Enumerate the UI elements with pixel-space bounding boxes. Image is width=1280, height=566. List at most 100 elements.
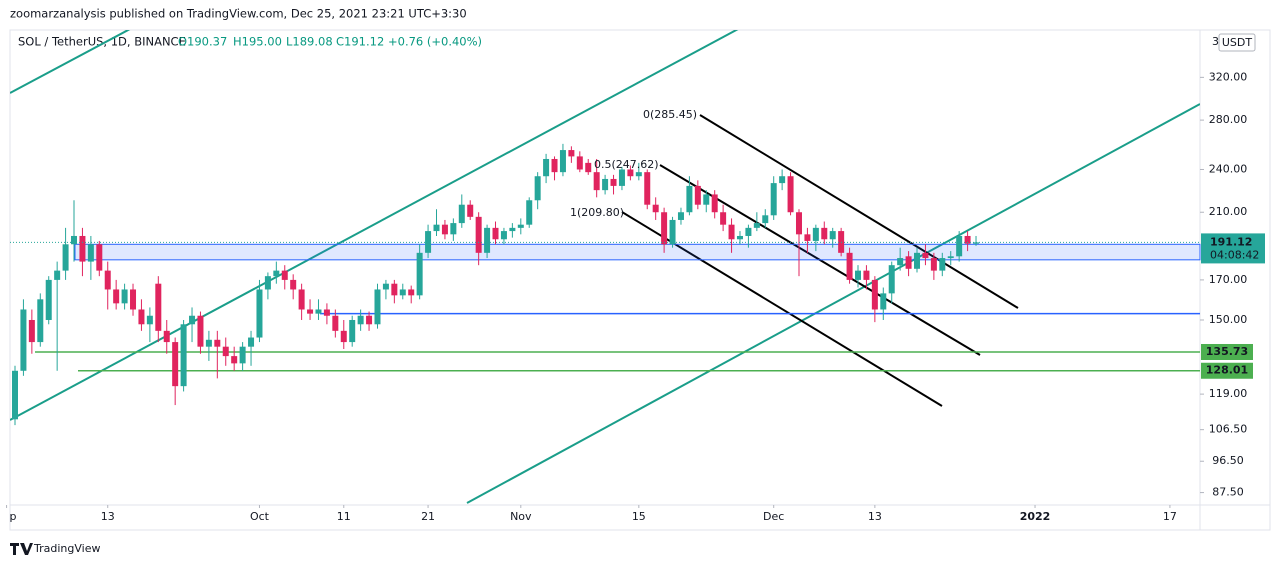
trend-line (466, 103, 1200, 504)
candle-body (239, 346, 246, 364)
last-price-label: 191.12 (1210, 235, 1252, 248)
y-tick-label: 150.00 (1209, 313, 1248, 326)
candle-body (568, 150, 575, 157)
candle-body (340, 330, 347, 343)
y-tick-label: 119.00 (1209, 387, 1248, 400)
candle-body (888, 265, 895, 294)
fib-line (699, 114, 1019, 309)
x-tick-label: 13 (101, 510, 115, 523)
trend-line (10, 30, 739, 421)
x-tick-label: 15 (632, 510, 646, 523)
candle-body (905, 256, 912, 269)
candle-body (897, 258, 904, 266)
drawings (10, 30, 1200, 504)
candle-body (779, 176, 786, 184)
candle-body (222, 346, 229, 357)
candle-body (113, 289, 120, 304)
candle-body (871, 279, 878, 310)
candle-body (298, 289, 305, 310)
level-label-box (1201, 343, 1253, 360)
candle-body (644, 172, 651, 205)
candle-body (821, 227, 828, 240)
candle-body (87, 244, 94, 262)
candle-body (947, 256, 954, 259)
currency-box[interactable] (1218, 33, 1256, 52)
candle-body (264, 276, 271, 290)
candle-body (155, 283, 162, 331)
candle-body (374, 289, 381, 325)
candle-body (576, 156, 583, 170)
candle-body (172, 342, 179, 387)
x-tick-label: Dec (763, 510, 784, 523)
candle-body (180, 324, 187, 387)
candle-body (475, 216, 482, 253)
candle-body (829, 231, 836, 240)
candle-body (231, 356, 238, 364)
candle-body (922, 252, 929, 259)
candle-body (256, 289, 263, 338)
candle-body (602, 178, 609, 191)
ohlc-high: H195.00 (233, 35, 282, 49)
y-tick-label: 106.50 (1209, 423, 1248, 436)
candle-body (509, 227, 516, 232)
candle-body (500, 231, 507, 240)
candle-body (382, 283, 389, 290)
change: +0.76 (+0.40%) (388, 35, 482, 49)
brand-logo (10, 543, 33, 555)
fib-label: 1(209.80) (570, 206, 624, 219)
candle-body (433, 224, 440, 232)
ohlc-low: L189.08 (286, 35, 333, 49)
level-label-box (1201, 362, 1253, 379)
brand: TradingView (10, 542, 100, 555)
candle-body (12, 370, 18, 420)
fib-label: 0.5(247.62) (594, 158, 659, 171)
candle-body (956, 235, 963, 257)
candle-body (610, 178, 617, 186)
candle-body (315, 309, 322, 314)
x-tick-label: 2022 (1020, 510, 1051, 523)
candle-body (526, 200, 533, 225)
candle-body (618, 169, 625, 186)
ohlc-close: C191.12 (336, 35, 384, 49)
y-tick-label: 210.00 (1209, 205, 1248, 218)
last-price-box (1201, 233, 1265, 264)
candle-body (416, 252, 423, 296)
series-layer: 87.50 96.50 106.50 119.00 150.00 170.00 210.00… (6, 70, 1265, 523)
zone (74, 243, 1201, 261)
candle-body (846, 252, 853, 280)
candle-body (214, 339, 221, 347)
x-tick-label: 11 (337, 510, 351, 523)
candle-body (281, 270, 288, 280)
y-tick-label: 170.00 (1209, 273, 1248, 286)
candle-body (391, 283, 398, 296)
candle-body (585, 162, 592, 173)
candle-body (138, 309, 145, 325)
scale-mark: 3 (1212, 35, 1219, 48)
candle-body (627, 169, 634, 177)
x-tick-label: 17 (1163, 510, 1177, 523)
candle-body (197, 315, 204, 347)
candle-body (855, 270, 861, 280)
candle-body (467, 204, 474, 217)
candle-body (711, 194, 718, 213)
candle-body (517, 224, 524, 228)
candle-body (770, 183, 777, 216)
candle-body (28, 319, 35, 343)
candle-body (736, 235, 743, 240)
candle-body (37, 299, 44, 343)
y-tick-label: 320.00 (1209, 70, 1248, 83)
x-tick-label: Oct (250, 510, 270, 523)
candle-body (559, 150, 566, 173)
candle-body (703, 194, 710, 205)
candle-body (205, 339, 212, 347)
candle-body (930, 258, 937, 271)
trend-line (10, 30, 131, 94)
candle-body (534, 176, 541, 201)
candle-body (728, 224, 735, 240)
candle-body (189, 315, 196, 325)
candle-body (661, 212, 668, 245)
candle-body (146, 315, 153, 325)
candle-body (357, 315, 364, 325)
candle-body (104, 270, 111, 290)
y-tick-label: 240.00 (1209, 162, 1248, 175)
